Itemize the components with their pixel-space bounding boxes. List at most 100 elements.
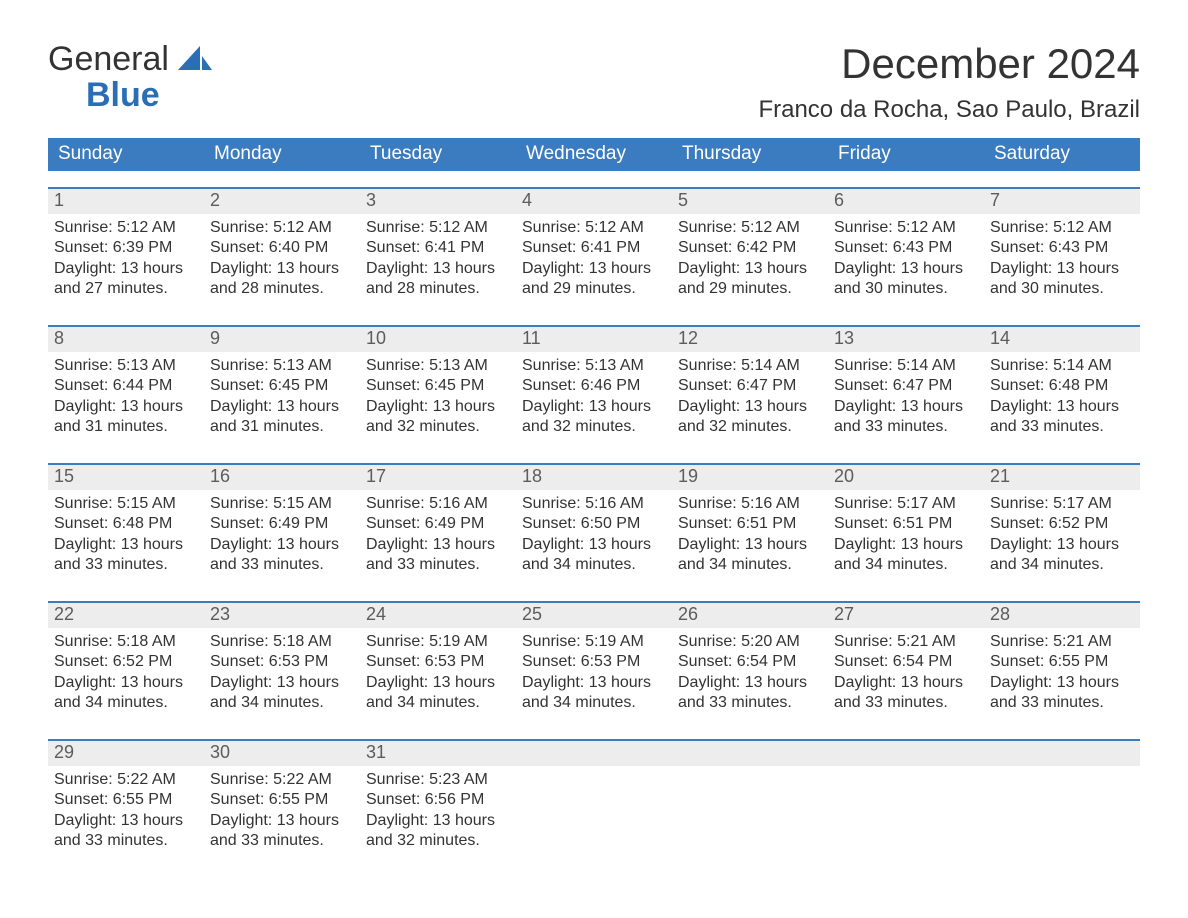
sunset: Sunset: 6:41 PM <box>366 238 510 258</box>
day-number: 18 <box>516 465 672 490</box>
sunrise: Sunrise: 5:23 AM <box>366 770 510 790</box>
day-cell: Sunrise: 5:14 AMSunset: 6:47 PMDaylight:… <box>672 352 828 447</box>
day-cell: Sunrise: 5:20 AMSunset: 6:54 PMDaylight:… <box>672 628 828 723</box>
day-cell <box>828 766 984 861</box>
sunset: Sunset: 6:44 PM <box>54 376 198 396</box>
sunrise: Sunrise: 5:16 AM <box>522 494 666 514</box>
sunrise: Sunrise: 5:22 AM <box>210 770 354 790</box>
sunrise: Sunrise: 5:19 AM <box>366 632 510 652</box>
daylight-line1: Daylight: 13 hours <box>366 811 510 831</box>
daylight-line1: Daylight: 13 hours <box>210 397 354 417</box>
sunrise: Sunrise: 5:17 AM <box>990 494 1134 514</box>
day-cell: Sunrise: 5:15 AMSunset: 6:48 PMDaylight:… <box>48 490 204 585</box>
sunset: Sunset: 6:47 PM <box>678 376 822 396</box>
day-cell: Sunrise: 5:21 AMSunset: 6:55 PMDaylight:… <box>984 628 1140 723</box>
page: General Blue December 2024 Franco da Roc… <box>0 0 1188 918</box>
daylight-line2: and 34 minutes. <box>834 555 978 575</box>
day-body-row: Sunrise: 5:22 AM Sunset: 6:55 PM Daylight:… <box>48 766 1140 861</box>
weekday-header-row: Sunday Monday Tuesday Wednesday Thursday… <box>48 138 1140 171</box>
week-row: 1 2 3 4 5 6 7 Sunrise: 5:12 AMSunset: 6:… <box>48 187 1140 309</box>
day-number: 28 <box>984 603 1140 628</box>
day-number <box>516 741 672 766</box>
day-number: 8 <box>48 327 204 352</box>
daylight-line2: and 31 minutes. <box>210 417 354 437</box>
sunrise: Sunrise: 5:12 AM <box>678 218 822 238</box>
day-cell: Sunrise: 5:12 AMSunset: 6:41 PMDaylight:… <box>516 214 672 309</box>
logo: General Blue <box>48 40 212 113</box>
day-number: 16 <box>204 465 360 490</box>
daylight-line1: Daylight: 13 hours <box>366 535 510 555</box>
sunrise: Sunrise: 5:17 AM <box>834 494 978 514</box>
daynum-row: 22 23 24 25 26 27 28 <box>48 601 1140 628</box>
day-cell: Sunrise: 5:22 AMSunset: 6:55 PMDaylight:… <box>48 766 204 861</box>
day-number: 2 <box>204 189 360 214</box>
sunset: Sunset: 6:45 PM <box>366 376 510 396</box>
week-row: 22 23 24 25 26 27 28 Sunrise: 5:18 AM Sun… <box>48 601 1140 723</box>
day-number: 15 <box>48 465 204 490</box>
sunrise: Sunrise: 5:18 AM <box>210 632 354 652</box>
daylight-line2: and 30 minutes. <box>834 279 978 299</box>
daylight-line1: Daylight: 13 hours <box>834 259 978 279</box>
sunset: Sunset: 6:55 PM <box>54 790 198 810</box>
day-body-row: Sunrise: 5:15 AMSunset: 6:48 PMDaylight:… <box>48 490 1140 585</box>
sunrise: Sunrise: 5:12 AM <box>834 218 978 238</box>
daylight-line1: Daylight: 13 hours <box>990 673 1134 693</box>
sunrise: Sunrise: 5:12 AM <box>366 218 510 238</box>
daylight-line1: Daylight: 13 hours <box>210 259 354 279</box>
day-cell: Sunrise: 5:19 AMSunset: 6:53 PMDaylight:… <box>516 628 672 723</box>
daylight-line1: Daylight: 13 hours <box>522 673 666 693</box>
daylight-line2: and 32 minutes. <box>522 417 666 437</box>
daylight-line2: and 34 minutes. <box>522 555 666 575</box>
day-number: 30 <box>204 741 360 766</box>
daylight-line2: and 34 minutes. <box>990 555 1134 575</box>
day-cell: Sunrise: 5:13 AMSunset: 6:44 PMDaylight:… <box>48 352 204 447</box>
daylight-line2: and 33 minutes. <box>366 555 510 575</box>
day-cell <box>984 766 1140 861</box>
daylight-line1: Daylight: 13 hours <box>210 535 354 555</box>
weekday-header: Sunday <box>48 138 204 171</box>
sunset: Sunset: 6:43 PM <box>990 238 1134 258</box>
daylight-line2: and 33 minutes. <box>678 693 822 713</box>
daylight-line2: and 32 minutes. <box>678 417 822 437</box>
sunset: Sunset: 6:40 PM <box>210 238 354 258</box>
daylight-line2: and 34 minutes. <box>366 693 510 713</box>
sunset: Sunset: 6:49 PM <box>210 514 354 534</box>
sunrise: Sunrise: 5:21 AM <box>834 632 978 652</box>
day-cell: Sunrise: 5:12 AMSunset: 6:42 PMDaylight:… <box>672 214 828 309</box>
logo-text: General Blue <box>48 40 212 113</box>
day-number <box>984 741 1140 766</box>
sunrise: Sunrise: 5:13 AM <box>522 356 666 376</box>
sunset: Sunset: 6:39 PM <box>54 238 198 258</box>
daynum-row: 8 9 10 11 12 13 14 <box>48 325 1140 352</box>
sunrise: Sunrise: 5:15 AM <box>54 494 198 514</box>
daylight-line2: and 32 minutes. <box>366 831 510 851</box>
sunset: Sunset: 6:43 PM <box>834 238 978 258</box>
day-number: 26 <box>672 603 828 628</box>
day-number: 5 <box>672 189 828 214</box>
calendar: Sunday Monday Tuesday Wednesday Thursday… <box>48 138 1140 861</box>
daylight-line2: and 28 minutes. <box>366 279 510 299</box>
day-number: 10 <box>360 327 516 352</box>
month-title: December 2024 <box>758 40 1140 88</box>
daylight-line1: Daylight: 13 hours <box>522 397 666 417</box>
sunrise: Sunrise: 5:12 AM <box>210 218 354 238</box>
daylight-line2: and 33 minutes. <box>990 693 1134 713</box>
sunset: Sunset: 6:52 PM <box>990 514 1134 534</box>
daylight-line2: and 28 minutes. <box>210 279 354 299</box>
daylight-line1: Daylight: 13 hours <box>678 673 822 693</box>
day-cell: Sunrise: 5:22 AMSunset: 6:55 PMDaylight:… <box>204 766 360 861</box>
day-cell: Sunrise: 5:19 AMSunset: 6:53 PMDaylight:… <box>360 628 516 723</box>
daylight-line2: and 33 minutes. <box>834 693 978 713</box>
day-cell: Sunrise: 5:12 AMSunset: 6:43 PMDaylight:… <box>828 214 984 309</box>
daylight-line1: Daylight: 13 hours <box>990 397 1134 417</box>
daylight-line1: Daylight: 13 hours <box>990 259 1134 279</box>
day-cell: Sunrise: 5:12 AMSunset: 6:41 PMDaylight:… <box>360 214 516 309</box>
day-number: 17 <box>360 465 516 490</box>
sunset: Sunset: 6:42 PM <box>678 238 822 258</box>
sunrise: Sunrise: 5:14 AM <box>990 356 1134 376</box>
day-number: 20 <box>828 465 984 490</box>
sunset: Sunset: 6:49 PM <box>366 514 510 534</box>
day-cell: Sunrise: 5:12 AMSunset: 6:40 PMDaylight:… <box>204 214 360 309</box>
daylight-line1: Daylight: 13 hours <box>366 259 510 279</box>
day-cell: Sunrise: 5:13 AMSunset: 6:46 PMDaylight:… <box>516 352 672 447</box>
